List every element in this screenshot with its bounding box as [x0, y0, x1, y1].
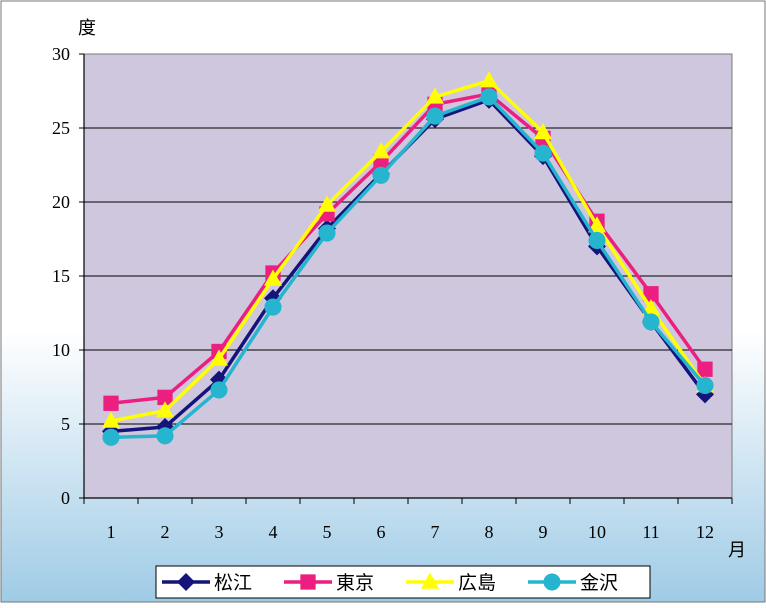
data-point	[426, 107, 444, 125]
y-tick-label: 15	[52, 266, 70, 286]
legend-label: 松江	[214, 572, 252, 594]
y-tick-label: 10	[52, 340, 70, 360]
data-point	[210, 381, 228, 399]
data-point	[480, 88, 498, 106]
x-tick-label: 12	[696, 522, 714, 542]
data-point	[480, 71, 498, 88]
data-point	[264, 298, 282, 316]
y-tick-label: 20	[52, 192, 70, 212]
data-point	[156, 401, 174, 418]
legend-item: 東京	[284, 572, 374, 594]
data-point	[103, 395, 119, 411]
data-point	[318, 195, 336, 212]
x-tick-label: 5	[323, 522, 332, 542]
x-tick-label: 2	[161, 522, 170, 542]
data-point	[372, 166, 390, 184]
data-point	[157, 389, 173, 406]
data-point	[156, 427, 174, 445]
series-4	[102, 88, 714, 446]
legend-item: 広島	[406, 572, 496, 594]
legend-item: 松江	[162, 572, 252, 594]
data-point	[697, 361, 713, 377]
y-tick-label: 0	[61, 488, 70, 508]
legend-marker	[421, 572, 439, 589]
legend-label: 広島	[458, 572, 496, 594]
data-point	[210, 349, 228, 366]
data-point	[318, 224, 336, 242]
data-point	[534, 144, 552, 162]
legend-item: 金沢	[528, 572, 618, 594]
data-point	[642, 299, 660, 316]
x-tick-label: 1	[107, 522, 116, 542]
y-axis-label: 度	[78, 18, 96, 38]
series-line	[110, 92, 707, 406]
series-line	[110, 95, 707, 440]
series-line	[110, 78, 707, 423]
x-axis-label: 月	[728, 540, 746, 560]
x-tick-label: 4	[269, 522, 278, 542]
data-point	[102, 428, 120, 446]
x-tick-label: 3	[215, 522, 224, 542]
x-tick-label: 10	[588, 522, 606, 542]
y-tick-label: 25	[52, 118, 70, 138]
data-point	[642, 313, 660, 331]
x-tick-label: 6	[377, 522, 386, 542]
legend: 松江 東京 広島 金沢	[155, 565, 651, 599]
legend-label: 東京	[336, 572, 374, 594]
data-point	[264, 269, 282, 286]
series-layer	[102, 71, 714, 446]
data-point	[102, 411, 120, 428]
x-tick-label: 8	[485, 522, 494, 542]
data-point	[588, 231, 606, 250]
x-tick-label: 11	[642, 522, 659, 542]
data-point	[696, 376, 714, 395]
legend-box	[155, 565, 651, 599]
y-tick-label: 5	[61, 414, 70, 434]
series-3	[102, 71, 714, 428]
data-point	[588, 216, 606, 233]
data-point	[643, 286, 659, 302]
y-tick-label: 30	[52, 44, 70, 64]
legend-marker	[177, 573, 195, 591]
legend-marker	[543, 573, 561, 591]
x-tick-label: 9	[539, 522, 548, 542]
data-point	[534, 122, 552, 140]
gridlines	[84, 127, 732, 425]
legend-marker	[300, 574, 316, 590]
x-tick-label: 7	[431, 522, 440, 542]
data-point	[426, 87, 444, 104]
data-point	[372, 142, 390, 159]
legend-label: 金沢	[580, 572, 618, 594]
